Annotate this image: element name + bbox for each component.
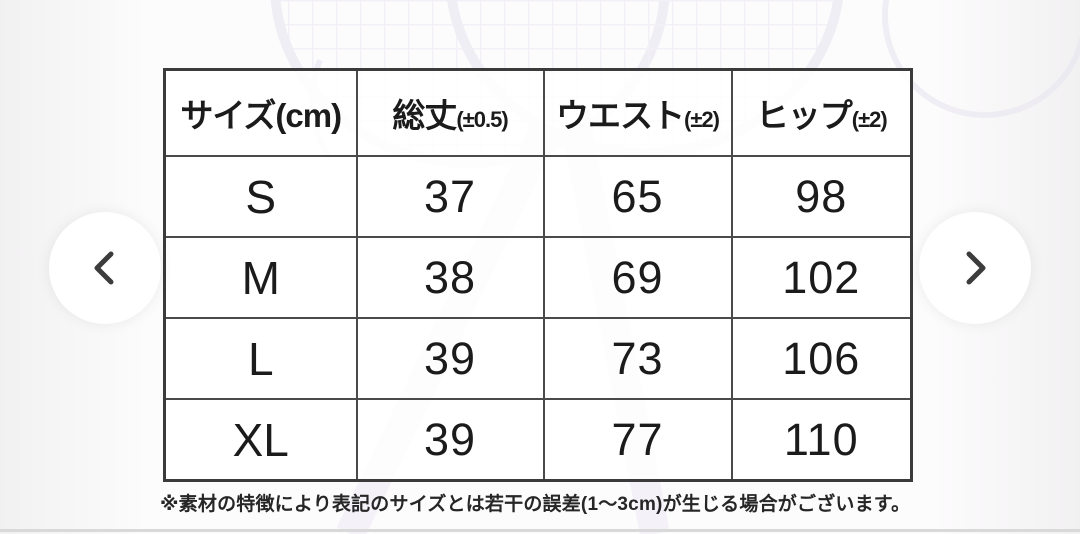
waist-cell: 73 — [542, 317, 733, 400]
chevron-right-icon — [966, 251, 986, 285]
size-chart-table: サイズ(cm) 総丈(±0.5) ウエスト(±2) ヒップ(±2) S 37 6… — [163, 68, 913, 482]
waist-cell: 65 — [542, 155, 733, 238]
length-cell: 37 — [355, 155, 545, 238]
hip-cell: 98 — [730, 155, 913, 238]
size-cell: S — [163, 155, 358, 238]
waist-cell: 69 — [542, 236, 733, 319]
size-cell: L — [163, 317, 358, 400]
table-row: L 39 73 106 — [163, 317, 913, 400]
carousel-next-button[interactable] — [919, 212, 1031, 324]
header-size: サイズ(cm) — [163, 68, 358, 157]
table-row: S 37 65 98 — [163, 155, 913, 238]
waist-cell: 77 — [542, 398, 733, 482]
header-size-label: サイズ(cm) — [180, 97, 342, 134]
hip-cell: 106 — [730, 317, 913, 400]
length-cell: 39 — [355, 317, 545, 400]
hip-cell: 102 — [730, 236, 913, 319]
bottom-divider — [0, 529, 1080, 532]
length-cell: 38 — [355, 236, 545, 319]
header-length: 総丈(±0.5) — [355, 68, 545, 157]
size-cell: XL — [163, 398, 358, 482]
header-waist: ウエスト(±2) — [542, 68, 733, 157]
table-header-row: サイズ(cm) 総丈(±0.5) ウエスト(±2) ヒップ(±2) — [163, 68, 913, 157]
ball-watermark-icon — [882, 0, 1080, 118]
chevron-left-icon — [94, 251, 114, 285]
header-hip: ヒップ(±2) — [730, 68, 913, 157]
size-tolerance-footnote: ※素材の特徴により表記のサイズとは若干の誤差(1〜3cm)が生じる場合がございま… — [160, 494, 911, 515]
carousel-prev-button[interactable] — [49, 212, 161, 324]
length-cell: 39 — [355, 398, 545, 482]
table-row: M 38 69 102 — [163, 236, 913, 319]
size-cell: M — [163, 236, 358, 319]
hip-cell: 110 — [730, 398, 913, 482]
table-row: XL 39 77 110 — [163, 398, 913, 482]
